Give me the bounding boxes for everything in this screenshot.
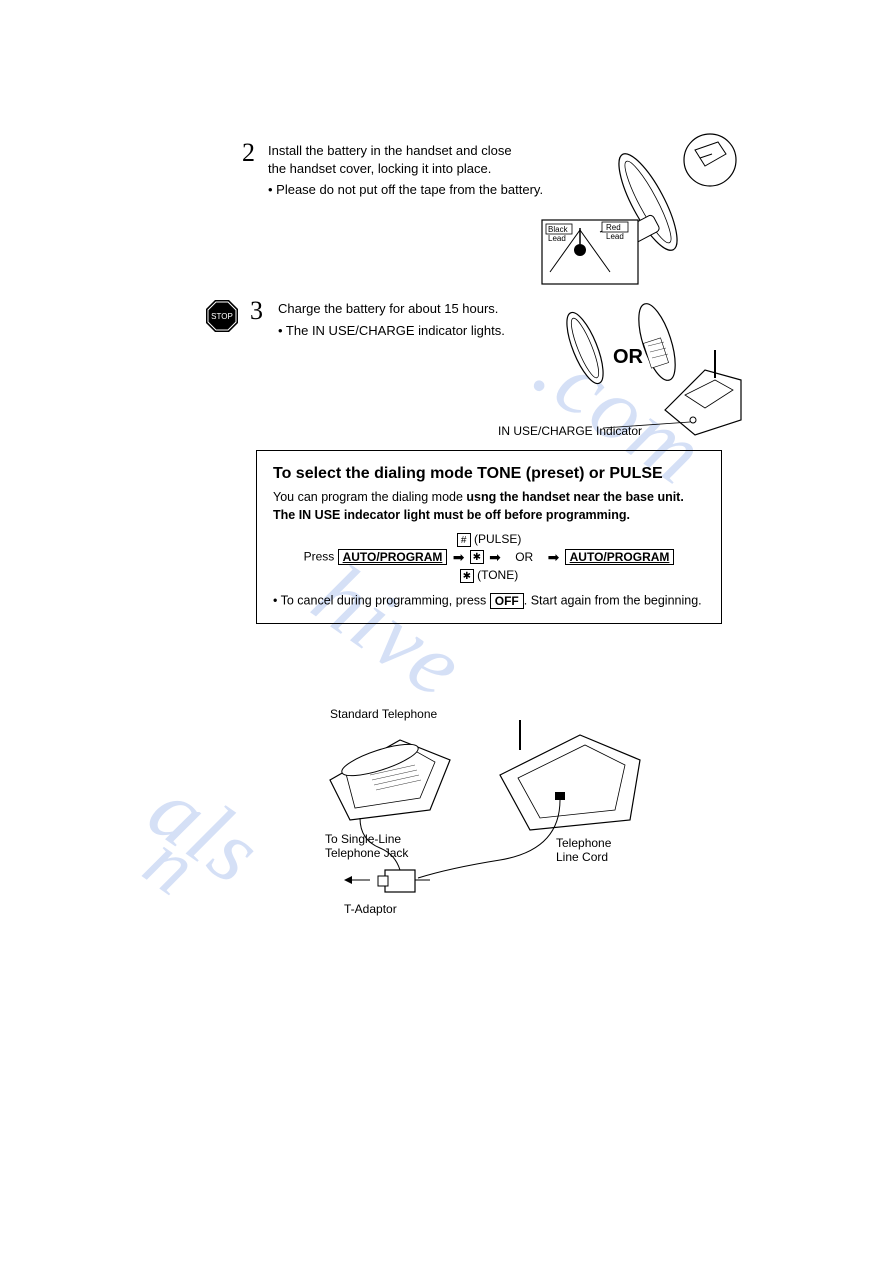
cancel-line: • To cancel during programming, press OF… xyxy=(273,593,705,609)
star-key: ✱ xyxy=(470,550,484,564)
stop-text: STOP xyxy=(211,312,233,321)
auto-program-key: AUTO/PROGRAM xyxy=(338,549,448,565)
step-3-illustration xyxy=(555,300,745,440)
t-adaptor-label: T-Adaptor xyxy=(344,902,397,916)
step-2-line2: the handset cover, locking it into place… xyxy=(268,160,568,178)
watermark: n xyxy=(128,816,215,915)
step-2-illustration: BlackLead RedLead xyxy=(540,132,740,292)
arrow-icon: ➡ xyxy=(548,549,560,566)
telephone-cord-label: TelephoneLine Cord xyxy=(556,836,611,864)
arrow-icon: ➡ xyxy=(489,549,501,566)
box-body: You can program the dialing mode usng th… xyxy=(273,489,705,524)
hash-key: # xyxy=(457,533,471,547)
manual-page: .com hive als n 2 Install the battery in… xyxy=(0,0,893,1263)
watermark: als xyxy=(131,757,281,905)
wiring-illustration xyxy=(300,720,660,920)
step-3-line1: Charge the battery for about 15 hours. xyxy=(278,300,558,318)
dialing-mode-box: To select the dialing mode TONE (preset)… xyxy=(256,450,722,624)
step-2-text: Install the battery in the handset and c… xyxy=(268,142,568,199)
step-3-text: Charge the battery for about 15 hours. •… xyxy=(278,300,558,339)
stop-icon: STOP xyxy=(204,298,240,334)
arrow-icon: ➡ xyxy=(453,549,465,566)
or-label: OR xyxy=(613,346,643,369)
box-title: To select the dialing mode TONE (preset)… xyxy=(273,465,705,483)
step-2-number: 2 xyxy=(242,138,255,168)
flow-row: # (PULSE) Press AUTO/PROGRAM ➡ ✱ ➡ OR ➡ … xyxy=(273,532,705,583)
to-jack-label: To Single-LineTelephone Jack xyxy=(325,832,408,860)
in-use-indicator-label: IN USE/CHARGE Indicator xyxy=(498,424,642,438)
auto-program-key-2: AUTO/PROGRAM xyxy=(565,549,675,565)
step-2-line1: Install the battery in the handset and c… xyxy=(268,142,568,160)
off-key: OFF xyxy=(490,593,524,609)
standard-telephone-label: Standard Telephone xyxy=(330,707,437,721)
step-3-number: 3 xyxy=(250,296,263,326)
red-lead-label: RedLead xyxy=(606,223,624,241)
black-lead-label: BlackLead xyxy=(548,225,568,243)
step-2-bullet: • Please do not put off the tape from th… xyxy=(268,181,568,199)
step-3-bullet: • The IN USE/CHARGE indicator lights. xyxy=(278,322,558,340)
star-key-2: ✱ xyxy=(460,569,474,583)
